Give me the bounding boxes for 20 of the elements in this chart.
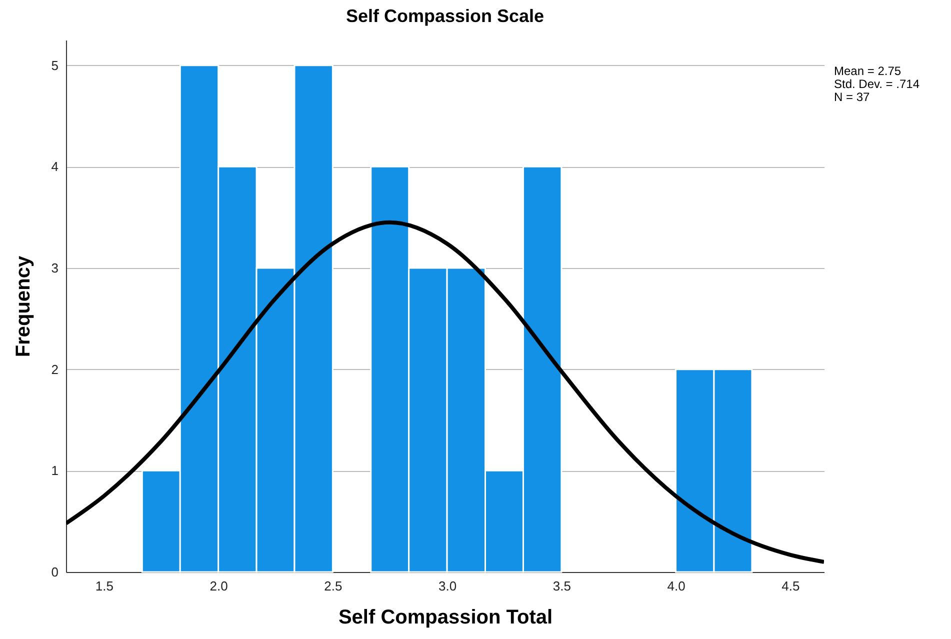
x-tick-label: 3.0 — [438, 578, 457, 594]
y-tick-label: 1 — [51, 463, 58, 478]
y-tick-label: 2 — [51, 362, 58, 377]
y-tick-label: 3 — [51, 260, 58, 276]
x-tick-label: 3.5 — [552, 578, 571, 594]
y-tick-label: 4 — [51, 159, 58, 174]
x-axis-title: Self Compassion Total — [338, 606, 553, 628]
line-series — [66, 220, 824, 564]
chart-title: Self Compassion Scale — [346, 6, 544, 26]
x-tick-label: 1.5 — [95, 578, 114, 594]
x-tick-label: 2.5 — [324, 578, 342, 594]
text: Std. Dev. = .714 — [834, 77, 920, 91]
x-tick-label: 4.0 — [667, 578, 686, 594]
y-axis-title: Frequency — [12, 255, 34, 358]
y-tick-label: 5 — [51, 58, 58, 73]
text: N = 37 — [834, 90, 870, 104]
y-tick-label: 0 — [51, 564, 58, 580]
x-tick-label: 2.0 — [210, 578, 228, 594]
text: Mean = 2.75 — [834, 64, 902, 78]
x-tick-label: 4.5 — [782, 578, 800, 594]
